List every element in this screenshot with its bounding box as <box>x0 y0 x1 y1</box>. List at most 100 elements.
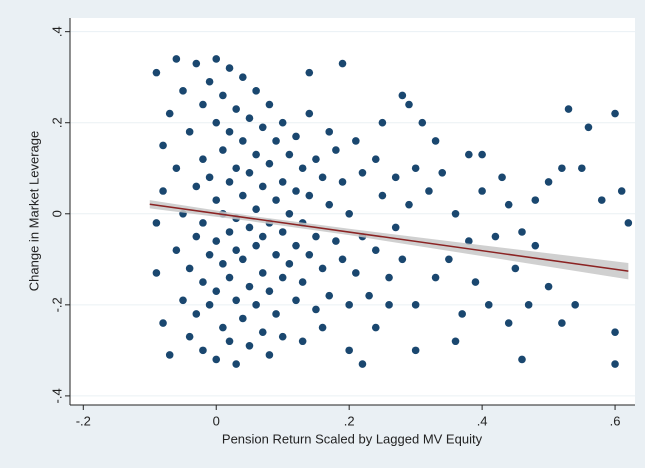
point <box>451 337 460 346</box>
y-tick-label: 0 <box>49 210 64 217</box>
point <box>292 241 300 250</box>
point <box>358 360 367 368</box>
fit-line <box>149 203 629 272</box>
point <box>298 337 307 346</box>
point <box>232 164 240 173</box>
point <box>558 164 566 173</box>
point <box>165 109 174 118</box>
point <box>225 337 234 346</box>
point <box>611 328 619 336</box>
y-tick-label: -.2 <box>49 297 64 312</box>
point <box>405 100 413 109</box>
point <box>478 187 486 195</box>
point <box>325 291 334 300</box>
point <box>232 246 240 254</box>
point <box>305 68 314 77</box>
point <box>325 128 334 136</box>
point <box>265 287 274 295</box>
point <box>265 100 274 109</box>
point <box>285 260 294 268</box>
point <box>378 191 387 200</box>
point <box>225 228 234 236</box>
point <box>371 323 380 332</box>
point <box>212 237 221 245</box>
point <box>205 301 214 309</box>
point <box>458 310 466 318</box>
point <box>185 332 194 341</box>
point <box>192 232 201 241</box>
point <box>411 164 420 173</box>
point <box>504 319 513 327</box>
point <box>597 196 606 204</box>
point <box>385 301 393 309</box>
point <box>478 150 486 159</box>
x-tick-label: .4 <box>477 413 488 428</box>
point <box>232 105 240 113</box>
point <box>245 282 254 291</box>
point <box>524 301 533 309</box>
point <box>272 250 280 259</box>
point <box>258 123 267 132</box>
point <box>239 314 247 323</box>
point <box>504 200 513 209</box>
point <box>345 301 353 309</box>
point <box>305 191 314 200</box>
point <box>212 196 221 204</box>
point <box>159 141 167 150</box>
point <box>225 273 234 282</box>
point <box>511 264 520 273</box>
point <box>278 332 287 341</box>
point <box>325 200 334 209</box>
point <box>232 296 240 305</box>
point <box>212 355 221 364</box>
point <box>252 150 260 159</box>
point <box>378 118 387 127</box>
point <box>152 269 161 277</box>
point <box>285 150 294 159</box>
point <box>272 196 280 204</box>
point <box>232 360 240 368</box>
point <box>245 223 254 232</box>
point <box>465 150 473 159</box>
point <box>225 178 234 186</box>
point <box>431 137 440 145</box>
point <box>252 205 260 214</box>
point <box>571 301 579 309</box>
point <box>531 196 540 204</box>
point <box>544 282 553 291</box>
point <box>159 319 167 327</box>
point <box>471 278 480 286</box>
point <box>544 178 553 186</box>
point <box>518 228 526 236</box>
point <box>239 255 247 264</box>
point <box>192 182 201 191</box>
point <box>239 137 247 145</box>
point <box>172 246 181 254</box>
point <box>252 241 260 250</box>
point <box>239 191 247 200</box>
point <box>159 187 167 195</box>
point <box>305 109 314 118</box>
point <box>345 209 353 218</box>
y-tick-label: .2 <box>49 117 64 128</box>
point <box>165 351 174 359</box>
point <box>371 246 380 254</box>
point <box>338 255 347 264</box>
point <box>518 355 526 364</box>
point <box>358 169 367 177</box>
point <box>258 232 267 241</box>
point <box>245 342 254 350</box>
point <box>498 173 506 182</box>
y-tick-label: -.4 <box>49 388 64 403</box>
point <box>584 123 593 132</box>
point <box>199 219 207 227</box>
x-tick-label: .6 <box>610 413 621 428</box>
point <box>265 351 274 359</box>
point <box>398 255 407 264</box>
point <box>285 209 294 218</box>
point <box>199 155 207 163</box>
point <box>531 241 540 250</box>
point <box>245 114 254 122</box>
point <box>205 173 214 182</box>
